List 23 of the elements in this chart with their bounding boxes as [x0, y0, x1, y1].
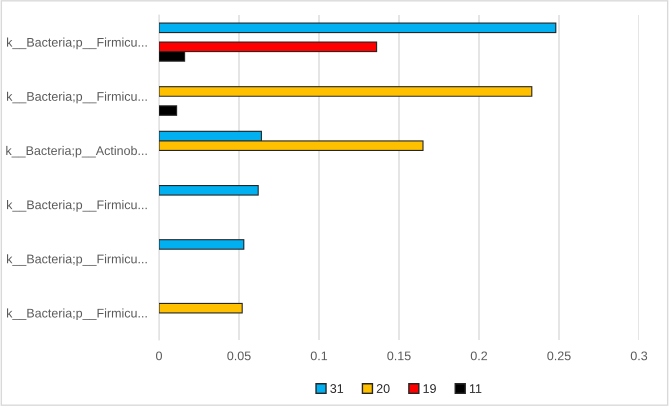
legend-label: 31 [330, 384, 344, 393]
x-tick-label: 0.15 [387, 351, 411, 360]
x-tick-label: 0.05 [227, 351, 251, 360]
legend-label: 11 [470, 384, 482, 393]
y-tick-label: k__Bacteria;p__Firmicu... [7, 308, 147, 320]
x-tick-label: 0.2 [470, 351, 488, 360]
bar [159, 184, 259, 196]
bar [159, 22, 556, 34]
y-tick-label: k__Bacteria;p__Firmicu... [7, 38, 147, 50]
x-tick-label: 0 [156, 351, 162, 360]
y-tick-label: k__Bacteria;p__Actinob... [6, 146, 147, 158]
bar [159, 302, 243, 314]
bar [159, 86, 532, 97]
x-tick-label: 0.25 [547, 351, 571, 360]
x-tick-label: 0.1 [310, 351, 328, 360]
bar [159, 105, 178, 116]
legend-label: 19 [424, 384, 436, 393]
y-tick-label: k__Bacteria;p__Firmicu... [7, 92, 147, 104]
legend-label: 20 [376, 384, 390, 393]
bar [159, 239, 244, 250]
y-tick-label: k__Bacteria;p__Firmicu... [7, 254, 147, 266]
x-tick-label: 0.3 [630, 351, 648, 360]
y-tick-label: k__Bacteria;p__Firmicu... [7, 200, 147, 212]
